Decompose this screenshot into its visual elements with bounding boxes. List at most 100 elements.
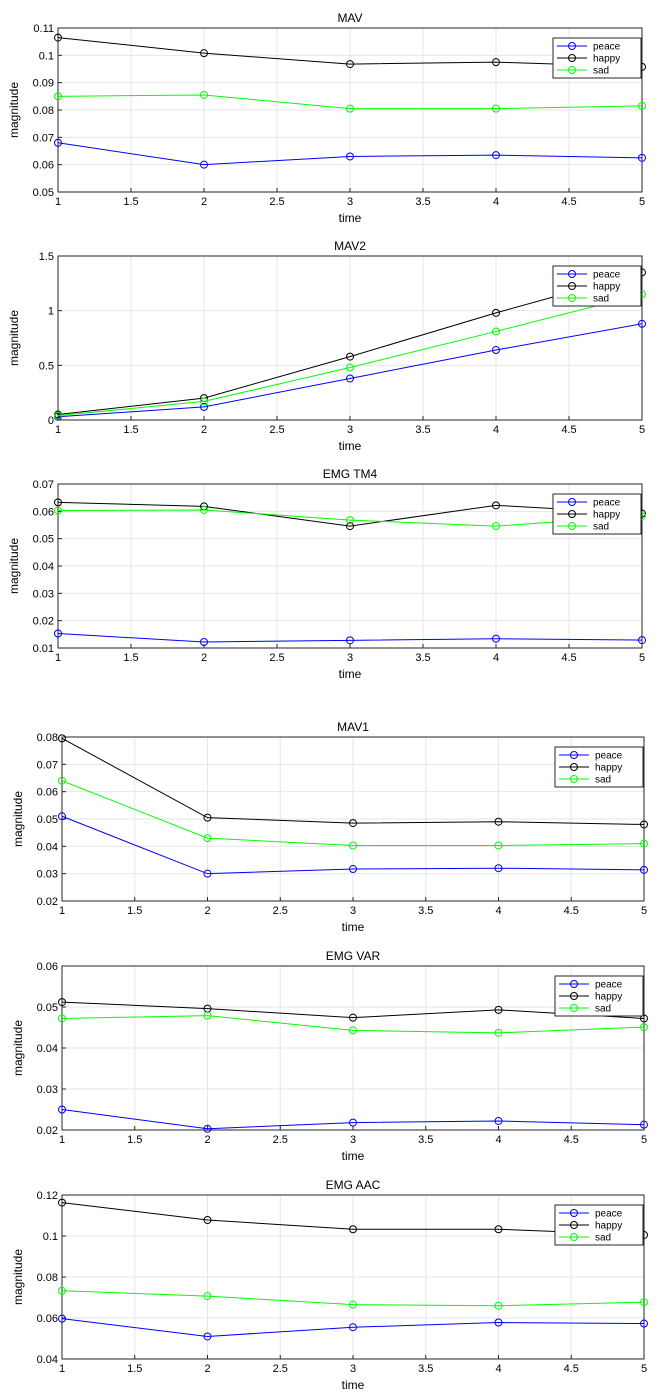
y-tick-label: 0.03	[37, 1084, 58, 1096]
series-line-sad	[61, 1290, 645, 1307]
series-line-sad	[57, 94, 643, 110]
data-point-peace	[54, 138, 62, 147]
data-point-sad	[346, 104, 354, 113]
chart-panel: 1 1.5 2 2.5 3 3.5 4 4.5 5 0.04 0.06 0.08 0.1 0.12 EMG …	[11, 1178, 648, 1392]
data-point-peace	[640, 1120, 648, 1129]
x-tick-label: 3	[350, 905, 356, 917]
data-point-peace	[200, 160, 208, 169]
series-line-sad	[57, 293, 643, 417]
legend-label-sad: sad	[595, 775, 611, 786]
chart-title: MAV1	[337, 720, 369, 734]
data-point-peace	[58, 812, 66, 821]
data-point-sad	[349, 841, 357, 850]
legend-marker-peace	[570, 751, 578, 759]
axes-box	[61, 1194, 645, 1360]
x-tick-label: 4.5	[561, 652, 576, 664]
legend-marker-sad	[570, 1004, 578, 1012]
legend-marker-peace	[570, 1209, 578, 1217]
legend-marker-peace	[570, 980, 578, 988]
legend-marker-happy	[568, 282, 576, 290]
data-point-happy	[203, 1216, 212, 1225]
chart-title: MAV2	[334, 239, 366, 253]
y-tick-label: 0.1	[43, 1231, 58, 1243]
x-tick-label: 2	[201, 196, 207, 208]
y-tick-label: 0.05	[33, 534, 54, 546]
y-tick-label: 0.04	[37, 841, 58, 853]
chart-panel: 1 1.5 2 2.5 3 3.5 4 4.5 5 0.05 0.06 0.07 0.08 0.09 0.1…	[7, 11, 646, 225]
legend-marker-sad	[568, 522, 576, 530]
data-point-happy	[54, 498, 62, 507]
x-tick-label: 4	[495, 1134, 501, 1146]
data-point-happy	[349, 819, 357, 828]
data-point-sad	[200, 90, 208, 99]
data-point-happy	[492, 501, 500, 510]
y-tick-label: 0.02	[37, 1125, 58, 1137]
y-tick-label: 0.04	[33, 561, 54, 573]
x-tick-label: 1	[55, 196, 61, 208]
data-point-peace	[346, 152, 354, 161]
data-point-sad	[203, 1292, 212, 1301]
x-axis-label: time	[339, 439, 362, 453]
data-point-peace	[492, 151, 500, 160]
data-point-sad	[54, 506, 62, 515]
data-point-sad	[349, 1300, 357, 1309]
x-tick-label: 4	[493, 424, 499, 436]
y-tick-label: 0.5	[39, 360, 54, 372]
data-point-peace	[494, 864, 503, 873]
x-tick-label: 4	[495, 905, 501, 917]
data-point-peace	[638, 153, 646, 162]
series-line-happy	[57, 37, 643, 68]
y-axis-label: magnitude	[11, 1249, 25, 1305]
legend-marker-sad	[570, 1233, 578, 1241]
y-tick-label: 0.06	[37, 961, 58, 973]
x-tick-label: 1.5	[123, 196, 138, 208]
data-point-peace	[203, 1124, 212, 1133]
x-tick-label: 2	[204, 905, 210, 917]
data-point-sad	[200, 505, 208, 514]
data-point-sad	[58, 1286, 66, 1295]
data-point-sad	[494, 1028, 503, 1037]
y-tick-label: 0.07	[37, 759, 58, 771]
x-tick-label: 1.5	[127, 905, 142, 917]
x-tick-label: 5	[639, 652, 645, 664]
y-tick-label: 0.03	[37, 869, 58, 881]
data-point-peace	[349, 1323, 357, 1332]
series-line-happy	[61, 1001, 645, 1019]
x-tick-label: 3.5	[415, 196, 430, 208]
data-point-peace	[58, 1314, 66, 1323]
data-point-sad	[640, 1298, 648, 1307]
axes-box	[61, 965, 645, 1131]
data-point-happy	[349, 1013, 357, 1022]
x-axis-label: time	[342, 1149, 365, 1163]
legend-label-happy: happy	[595, 763, 622, 774]
y-tick-label: 0.04	[37, 1043, 58, 1055]
x-tick-label: 1.5	[127, 1363, 142, 1375]
x-tick-label: 3.5	[415, 652, 430, 664]
y-tick-label: 0.01	[33, 643, 54, 655]
series-line-happy	[61, 1202, 645, 1236]
legend-marker-happy	[570, 1221, 578, 1229]
legend-marker-peace	[568, 42, 576, 50]
legend-marker-peace	[568, 498, 576, 506]
x-tick-label: 5	[641, 1363, 647, 1375]
data-point-peace	[58, 1105, 66, 1114]
y-tick-label: 0.05	[33, 187, 54, 199]
legend-label-happy: happy	[595, 1221, 622, 1232]
axes-box	[57, 255, 643, 421]
legend-marker-happy	[570, 992, 578, 1000]
chart-title: MAV	[337, 11, 362, 25]
y-tick-label: 0.05	[37, 814, 58, 826]
data-point-sad	[492, 104, 500, 113]
data-point-peace	[640, 1319, 648, 1328]
x-tick-label: 4.5	[564, 1363, 579, 1375]
y-tick-label: 0.04	[37, 1354, 58, 1366]
legend-label-peace: peace	[595, 751, 623, 762]
legend-marker-sad	[570, 775, 578, 783]
x-tick-label: 3	[347, 652, 353, 664]
y-tick-label: 0.02	[33, 616, 54, 628]
y-axis-label: magnitude	[7, 310, 21, 366]
y-tick-label: 0.08	[37, 1272, 58, 1284]
series-line-peace	[61, 815, 645, 875]
data-point-sad	[349, 1026, 357, 1035]
